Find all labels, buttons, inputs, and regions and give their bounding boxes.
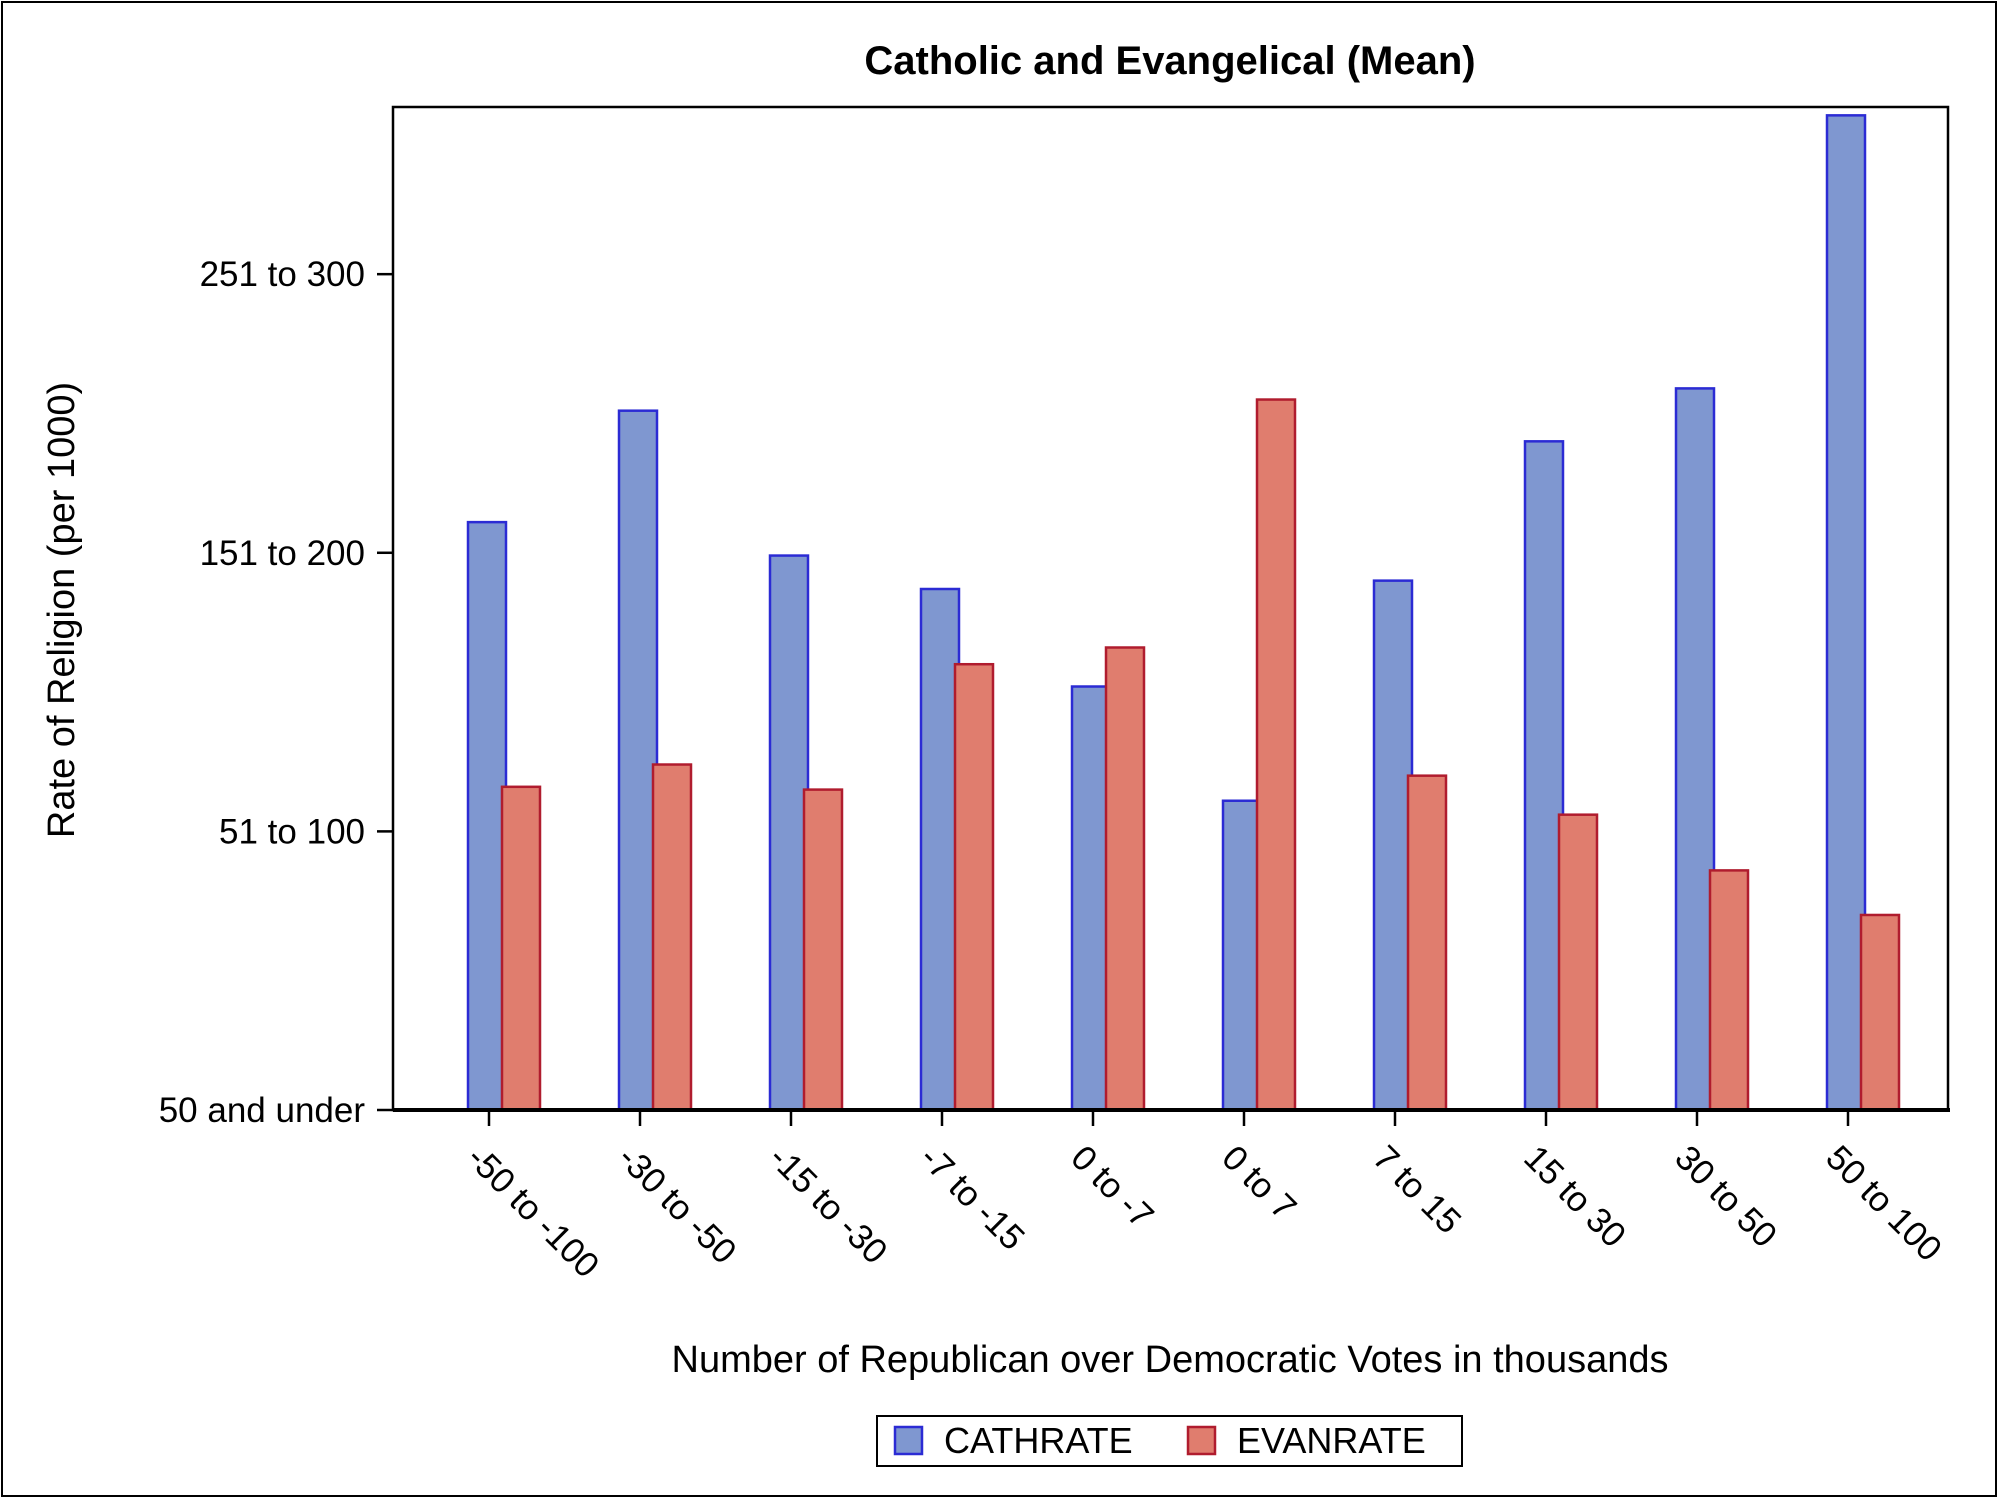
bar-cathrate-1 xyxy=(617,409,659,1112)
x-axis: -50 to -100 -30 to -50 -15 to -30 -7 to -15… xyxy=(459,1110,1949,1285)
legend-box xyxy=(876,1415,1463,1467)
x-tick-label-9: 50 to 100 xyxy=(1818,1138,1949,1269)
x-tick-label-4: 0 to -7 xyxy=(1063,1138,1161,1236)
bar-evanrate-1 xyxy=(651,763,693,1112)
bar-cathrate-2 xyxy=(768,554,810,1112)
legend-swatch-cathrate xyxy=(893,1425,924,1456)
bar-evanrate-0 xyxy=(500,785,542,1112)
legend-label-evanrate: EVANRATE xyxy=(1237,1420,1426,1461)
legend: CATHRATE EVANRATE xyxy=(876,1415,1463,1467)
bar-cathrate-7 xyxy=(1523,440,1565,1112)
bar-evanrate-6 xyxy=(1406,774,1448,1112)
bar-evanrate-9 xyxy=(1859,913,1901,1112)
bar-cathrate-9 xyxy=(1825,114,1867,1112)
legend-label-cathrate: CATHRATE xyxy=(944,1420,1133,1461)
y-tick-label-2: 151 to 200 xyxy=(200,534,365,573)
x-tick-label-3: -7 to -15 xyxy=(912,1138,1032,1258)
bar-cathrate-8 xyxy=(1674,387,1716,1112)
bar-evanrate-5 xyxy=(1255,398,1297,1112)
bars-group xyxy=(466,114,1901,1112)
y-tick-label-0: 50 and under xyxy=(159,1091,366,1130)
bar-evanrate-3 xyxy=(953,662,995,1112)
x-axis-title: Number of Republican over Democratic Vot… xyxy=(672,1339,1669,1381)
bar-evanrate-2 xyxy=(802,788,844,1112)
bar-evanrate-7 xyxy=(1557,813,1599,1112)
chart-title: Catholic and Evangelical (Mean) xyxy=(864,39,1475,83)
y-tick-label-1: 51 to 100 xyxy=(219,812,365,851)
bar-cathrate-6 xyxy=(1372,579,1414,1112)
x-tick-label-1: -30 to -50 xyxy=(610,1138,744,1272)
bar-evanrate-8 xyxy=(1708,869,1750,1112)
bar-cathrate-5 xyxy=(1221,799,1263,1112)
x-tick-label-0: -50 to -100 xyxy=(459,1138,606,1285)
legend-swatch-evanrate xyxy=(1186,1425,1217,1456)
bar-cathrate-3 xyxy=(919,587,961,1112)
x-tick-label-6: 7 to 15 xyxy=(1365,1138,1468,1241)
y-axis-title: Rate of Religion (per 1000) xyxy=(41,382,83,838)
bar-cathrate-4 xyxy=(1070,685,1112,1112)
y-axis: 50 and under 51 to 100 151 to 200 251 to 30… xyxy=(159,255,393,1130)
bar-evanrate-4 xyxy=(1104,646,1146,1112)
bar-cathrate-0 xyxy=(466,520,508,1112)
x-tick-label-7: 15 to 30 xyxy=(1516,1138,1633,1255)
x-tick-label-5: 0 to 7 xyxy=(1214,1138,1304,1228)
x-tick-label-8: 30 to 50 xyxy=(1667,1138,1784,1255)
x-tick-label-2: -15 to -30 xyxy=(761,1138,895,1272)
y-tick-label-3: 251 to 300 xyxy=(200,255,365,294)
